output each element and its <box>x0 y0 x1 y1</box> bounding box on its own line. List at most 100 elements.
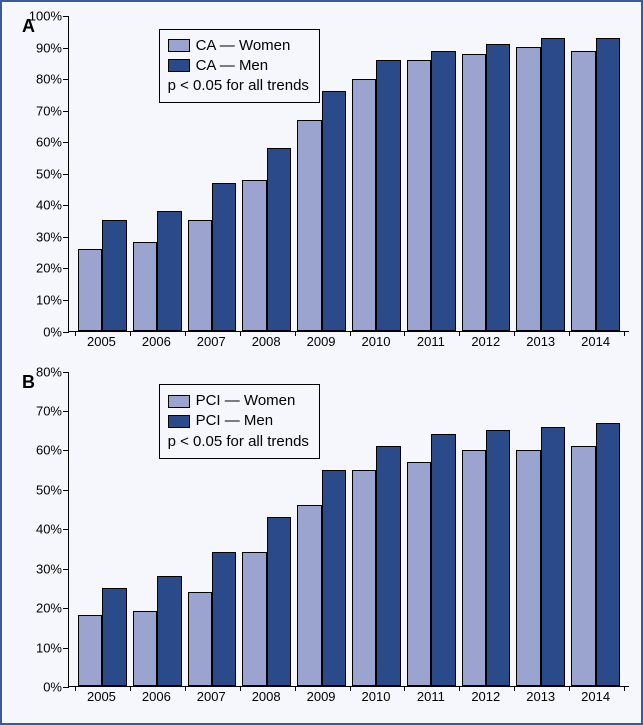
y-tick-label: 10% <box>36 640 62 655</box>
chart-area: 0%10%20%30%40%50%60%70%80%90%100%CA — Wo… <box>14 16 629 354</box>
x-tick-mark <box>459 331 460 336</box>
bar <box>571 446 595 686</box>
legend-row: PCI — Men <box>168 411 309 431</box>
bar <box>212 183 236 331</box>
chart-area: 0%10%20%30%40%50%60%70%80%PCI — WomenPCI… <box>14 372 629 710</box>
bar <box>267 517 291 686</box>
plot-wrap: CA — WomenCA — Menp < 0.05 for all trend… <box>68 16 629 354</box>
x-tick-mark <box>240 331 241 336</box>
plot: PCI — WomenPCI — Menp < 0.05 for all tre… <box>68 372 629 688</box>
bar <box>541 38 565 330</box>
legend-text: PCI — Men <box>196 411 274 431</box>
x-tick-mark <box>569 331 570 336</box>
x-tick-mark <box>130 686 131 691</box>
bar-group <box>568 16 623 331</box>
y-tick-label: 70% <box>36 103 62 118</box>
legend-note: p < 0.05 for all trends <box>168 76 309 96</box>
bar <box>78 249 102 331</box>
bar <box>102 220 126 330</box>
y-tick-label: 0% <box>43 680 62 695</box>
bar-group <box>404 16 459 331</box>
bar-group <box>513 16 568 331</box>
plot-wrap: PCI — WomenPCI — Menp < 0.05 for all tre… <box>68 372 629 710</box>
bar-group <box>404 372 459 687</box>
bar <box>133 611 157 686</box>
x-tick-label: 2009 <box>294 687 349 709</box>
y-axis: 0%10%20%30%40%50%60%70%80%90%100% <box>14 16 68 354</box>
x-tick-mark <box>240 686 241 691</box>
x-tick-mark <box>624 331 625 336</box>
x-tick-label: 2006 <box>129 687 184 709</box>
legend-row: CA — Men <box>168 56 309 76</box>
x-tick-mark <box>185 331 186 336</box>
x-tick-mark <box>75 331 76 336</box>
bar <box>571 51 595 331</box>
bar <box>431 434 455 686</box>
bar <box>188 592 212 686</box>
x-tick-mark <box>185 686 186 691</box>
x-tick-label: 2014 <box>568 687 623 709</box>
bar <box>322 91 346 330</box>
x-tick-label: 2005 <box>74 332 129 354</box>
y-tick-label: 60% <box>36 135 62 150</box>
y-tick-label: 40% <box>36 522 62 537</box>
legend-text: CA — Women <box>196 36 291 56</box>
bar <box>212 552 236 686</box>
y-tick-label: 40% <box>36 198 62 213</box>
y-tick-label: 50% <box>36 166 62 181</box>
y-tick-label: 80% <box>36 364 62 379</box>
bar <box>157 211 181 331</box>
bar <box>133 242 157 330</box>
x-tick-label: 2012 <box>458 332 513 354</box>
bar <box>486 44 510 330</box>
y-tick-label: 20% <box>36 601 62 616</box>
y-tick-label: 70% <box>36 403 62 418</box>
y-tick-label: 90% <box>36 40 62 55</box>
y-tick-label: 30% <box>36 229 62 244</box>
legend-swatch <box>168 395 190 408</box>
plot: CA — WomenCA — Menp < 0.05 for all trend… <box>68 16 629 332</box>
bar <box>407 60 431 330</box>
x-tick-label: 2010 <box>349 332 404 354</box>
bar <box>516 47 540 330</box>
bar <box>352 79 376 331</box>
legend-row: PCI — Women <box>168 391 309 411</box>
x-tick-label: 2007 <box>184 687 239 709</box>
y-tick-label: 60% <box>36 443 62 458</box>
bar <box>462 54 486 331</box>
bar-group <box>349 16 404 331</box>
bar <box>541 427 565 686</box>
figure-frame: A0%10%20%30%40%50%60%70%80%90%100%CA — W… <box>0 0 643 725</box>
bar-group <box>459 372 514 687</box>
x-tick-label: 2009 <box>294 332 349 354</box>
panel-A: A0%10%20%30%40%50%60%70%80%90%100%CA — W… <box>14 16 629 354</box>
bar-group <box>513 372 568 687</box>
x-tick-label: 2010 <box>349 687 404 709</box>
bars-container <box>69 372 629 687</box>
x-tick-label: 2011 <box>403 687 458 709</box>
bar <box>486 430 510 686</box>
bar-group <box>349 372 404 687</box>
bar <box>242 180 266 331</box>
x-tick-mark <box>295 331 296 336</box>
x-tick-mark <box>514 686 515 691</box>
bar <box>431 51 455 331</box>
bars-container <box>69 16 629 331</box>
bar <box>297 120 321 331</box>
bar <box>157 576 181 686</box>
bar-group <box>459 16 514 331</box>
x-tick-mark <box>569 686 570 691</box>
legend-row: CA — Women <box>168 36 309 56</box>
x-tick-label: 2013 <box>513 332 568 354</box>
x-tick-label: 2008 <box>239 687 294 709</box>
x-axis: 2005200620072008200920102011201220132014 <box>68 332 629 354</box>
y-tick-mark <box>63 332 69 333</box>
bar <box>376 60 400 330</box>
bar <box>516 450 540 686</box>
y-tick-label: 50% <box>36 482 62 497</box>
x-tick-label: 2008 <box>239 332 294 354</box>
x-tick-mark <box>295 686 296 691</box>
x-tick-label: 2005 <box>74 687 129 709</box>
bar-group <box>568 372 623 687</box>
x-tick-label: 2011 <box>403 332 458 354</box>
